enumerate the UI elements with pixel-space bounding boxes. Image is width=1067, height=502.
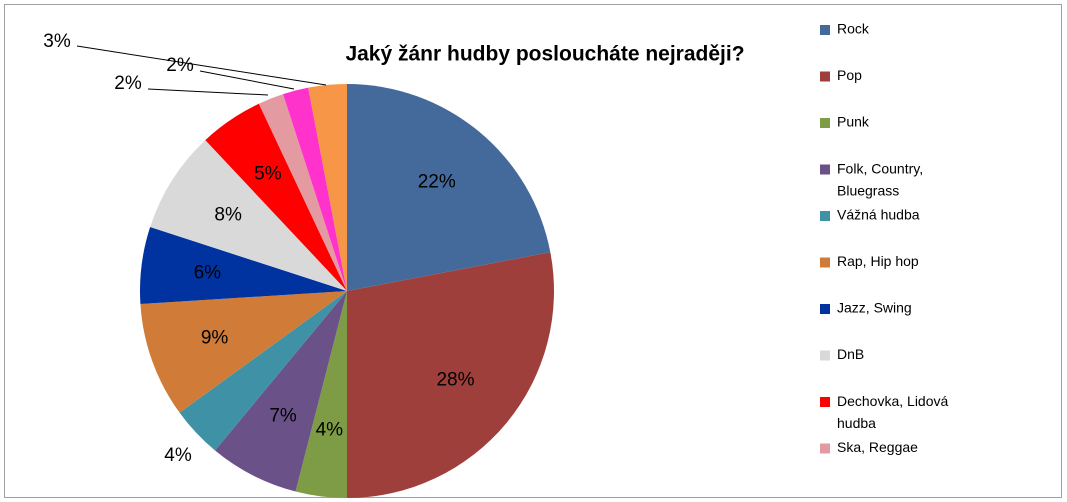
- legend-swatch: [820, 443, 830, 454]
- legend-label: Dechovka, Lidová hudba: [837, 393, 949, 431]
- pie-slice: [258, 94, 347, 291]
- data-label: 2%: [166, 55, 194, 76]
- data-label: 6%: [194, 262, 222, 283]
- legend-label: Rap, Hip hop: [837, 253, 919, 269]
- pie-slice: [295, 291, 347, 498]
- data-label: 4%: [164, 445, 192, 466]
- legend-swatch: [820, 304, 830, 314]
- pie-slice: [308, 84, 347, 291]
- pie-slice: [150, 140, 347, 291]
- legend-label: Pop: [837, 67, 862, 83]
- legend-label: Vážná hudba: [837, 207, 920, 223]
- leader-line: [147, 88, 269, 96]
- pie-slice: [215, 291, 347, 492]
- legend-swatch: [820, 71, 830, 82]
- pie-slice: [140, 291, 347, 413]
- data-label: 28%: [436, 370, 474, 391]
- pie-slice: [139, 227, 347, 304]
- legend-swatch: [820, 257, 830, 268]
- pie-slice: [347, 84, 551, 291]
- data-label: 2%: [114, 73, 142, 94]
- legend-swatch: [820, 350, 830, 361]
- data-label: 22%: [418, 172, 456, 193]
- data-label: 7%: [269, 405, 297, 426]
- legend-label: Punk: [837, 114, 870, 130]
- pie-slice: [205, 103, 347, 291]
- data-label: 9%: [201, 328, 229, 349]
- legend-swatch: [820, 25, 830, 35]
- chart-title: Jaký žánr hudby posloucháte nejraději?: [345, 43, 744, 66]
- legend-label: DnB: [837, 346, 864, 362]
- leader-line: [76, 45, 327, 86]
- pie-slice: [283, 87, 347, 292]
- pie-slice: [347, 252, 554, 498]
- legend-label: Folk, Country, Bluegrass: [837, 160, 923, 198]
- legend-swatch: [820, 211, 830, 221]
- legend-label: Rock: [837, 21, 870, 37]
- data-label: 4%: [316, 420, 344, 441]
- data-label: 8%: [214, 205, 242, 226]
- leader-line: [199, 70, 295, 90]
- legend-swatch: [820, 118, 830, 128]
- legend-swatch: [820, 164, 830, 175]
- pie-slice: [179, 291, 347, 451]
- legend-label: Ska, Reggae: [837, 439, 918, 455]
- legend-label: Jazz, Swing: [837, 300, 912, 316]
- legend-swatch: [820, 397, 830, 407]
- data-label: 3%: [43, 31, 71, 52]
- data-label: 5%: [254, 164, 282, 185]
